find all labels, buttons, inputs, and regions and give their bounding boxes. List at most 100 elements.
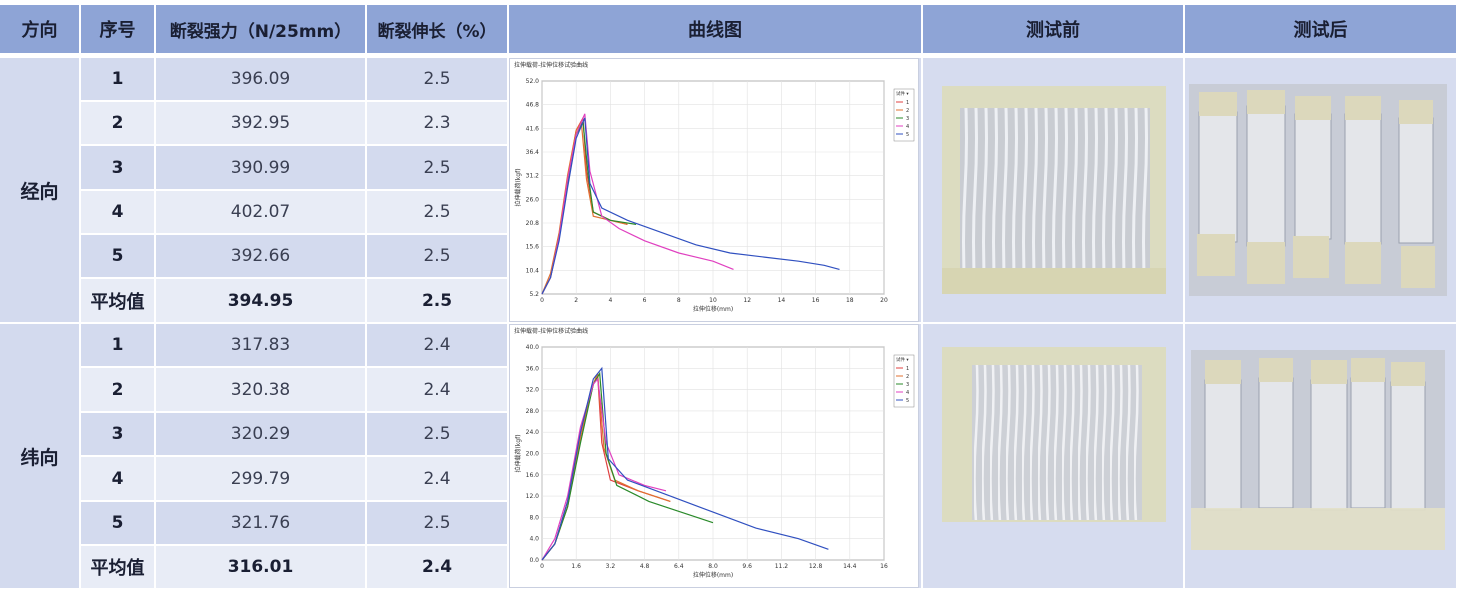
direction-warp-label: 经向 — [20, 180, 59, 203]
y-tick-label: 16.0 — [526, 472, 540, 479]
warp-row-1-strength: 396.09 — [156, 58, 365, 100]
x-axis-label: 拉伸位移(mm) — [693, 571, 733, 579]
warp-row-5-strength: 392.66 — [156, 235, 365, 277]
series-line-5 — [541, 366, 829, 561]
fabric-strips-after-warp — [1189, 84, 1447, 296]
weft-row-1-elongation: 2.4 — [367, 324, 507, 366]
legend-item: 4 — [906, 124, 909, 130]
direction-weft: 纬向 — [0, 324, 79, 588]
warp-curve-chart: 拉伸载荷-拉伸位移试验曲线 0 2 4 6 8 10 12 14 16 18 20 52.0 46.8 41… — [509, 58, 919, 322]
header-strength-label: 断裂强力（N/25mm） — [169, 21, 352, 42]
warp-row-2-strength: 392.95 — [156, 102, 365, 144]
header-before-label: 测试前 — [1026, 20, 1080, 41]
warp-row-2-elongation: 2.3 — [367, 102, 507, 144]
warp-row-5-elongation: 2.5 — [367, 235, 507, 277]
x-tick-label: 12.8 — [809, 563, 823, 570]
header-elongation-label: 断裂伸长（%） — [377, 21, 497, 42]
weft-row-4-no: 4 — [81, 457, 154, 500]
x-tick-label: 8 — [677, 297, 681, 304]
weft-row-2-strength: 320.38 — [156, 368, 365, 411]
legend-title: 试件 ▾ — [896, 90, 909, 97]
x-tick-label: 8.0 — [708, 563, 718, 570]
x-tick-label: 16 — [812, 297, 820, 304]
weft-row-3-no: 3 — [81, 413, 154, 455]
x-tick-label: 14 — [778, 297, 786, 304]
series-line-3 — [541, 371, 714, 561]
header-curve-label: 曲线图 — [688, 20, 742, 41]
y-tick-label: 26.0 — [526, 196, 540, 203]
warp-row-5-no: 5 — [81, 235, 154, 277]
warp-avg-elongation: 2.5 — [367, 279, 507, 322]
warp-row-3-elongation: 2.5 — [367, 146, 507, 189]
weft-row-4-strength: 299.79 — [156, 457, 365, 500]
y-tick-label: 15.6 — [526, 244, 540, 251]
weft-avg-strength: 316.01 — [156, 546, 365, 588]
header-after: 测试后 — [1185, 5, 1456, 53]
warp-row-2-no: 2 — [81, 102, 154, 144]
x-tick-label: 4.8 — [640, 563, 650, 570]
weft-row-4-elongation: 2.4 — [367, 457, 507, 500]
legend-item: 1 — [906, 100, 909, 106]
chart-title: 拉伸载荷-拉伸位移试验曲线 — [514, 327, 588, 335]
x-tick-label: 14.4 — [843, 563, 857, 570]
y-tick-label: 36.0 — [526, 365, 540, 372]
y-tick-label: 10.4 — [526, 267, 540, 274]
y-tick-label: 24.0 — [526, 429, 540, 436]
legend-title: 试件 ▾ — [896, 356, 909, 363]
y-axis-label: 拉伸载荷(kgf) — [514, 168, 522, 206]
header-index: 序号 — [81, 5, 154, 53]
after-weft-photo — [1191, 350, 1445, 550]
warp-avg-strength: 394.95 — [156, 279, 365, 322]
header-direction: 方向 — [0, 5, 79, 53]
y-axis-label: 拉伸载荷(kgf) — [514, 434, 522, 472]
x-tick-label: 12 — [743, 297, 751, 304]
x-tick-label: 0 — [540, 563, 544, 570]
y-tick-label: 46.8 — [526, 102, 540, 109]
warp-row-3-no: 3 — [81, 146, 154, 189]
y-tick-label: 40.0 — [526, 344, 540, 351]
fabric-strips-after-weft — [1191, 350, 1445, 550]
weft-curve-chart: 拉伸载荷-拉伸位移试验曲线 0 1.6 3.2 4.8 6.4 8.0 9.6 11.2 12.8… — [509, 324, 919, 588]
x-tick-label: 10 — [709, 297, 717, 304]
header-after-label: 测试后 — [1293, 20, 1348, 41]
weft-row-5-elongation: 2.5 — [367, 502, 507, 544]
series-line-4 — [541, 113, 734, 295]
x-tick-label: 18 — [846, 297, 854, 304]
x-tick-label: 6.4 — [674, 563, 684, 570]
fabric-sample-before-warp — [942, 86, 1166, 294]
before-warp-photo — [942, 86, 1166, 294]
warp-row-1-elongation: 2.5 — [367, 58, 507, 100]
before-weft-photo — [942, 347, 1166, 522]
y-tick-label: 4.0 — [529, 536, 539, 543]
y-tick-label: 31.2 — [526, 173, 540, 180]
legend-item: 2 — [906, 108, 909, 114]
weft-row-5-no: 5 — [81, 502, 154, 544]
after-warp-photo — [1189, 84, 1447, 296]
series-line-4 — [541, 377, 667, 561]
weft-avg-label: 平均值 — [81, 546, 154, 588]
y-tick-label: 41.6 — [526, 125, 540, 132]
weft-row-3-elongation: 2.5 — [367, 413, 507, 455]
weft-row-1-strength: 317.83 — [156, 324, 365, 366]
direction-warp: 经向 — [0, 58, 79, 322]
x-tick-label: 11.2 — [775, 563, 789, 570]
x-tick-label: 0 — [540, 297, 544, 304]
header-before: 测试前 — [923, 5, 1183, 53]
warp-avg-label: 平均值 — [81, 279, 154, 322]
header-direction-label: 方向 — [21, 20, 58, 41]
legend-item: 5 — [906, 398, 909, 404]
series-line-5 — [541, 117, 840, 295]
warp-row-4-no: 4 — [81, 191, 154, 233]
x-tick-label: 20 — [880, 297, 888, 304]
header-elongation: 断裂伸长（%） — [367, 5, 507, 53]
x-axis-label: 拉伸位移(mm) — [693, 305, 733, 313]
x-tick-label: 1.6 — [571, 563, 581, 570]
y-tick-label: 20.8 — [526, 220, 540, 227]
y-tick-label: 32.0 — [526, 387, 540, 394]
x-tick-label: 2 — [574, 297, 578, 304]
weft-row-2-no: 2 — [81, 368, 154, 411]
header-index-label: 序号 — [99, 20, 136, 41]
weft-row-3-strength: 320.29 — [156, 413, 365, 455]
fabric-sample-before-weft — [942, 347, 1166, 522]
y-tick-label: 20.0 — [526, 451, 540, 458]
